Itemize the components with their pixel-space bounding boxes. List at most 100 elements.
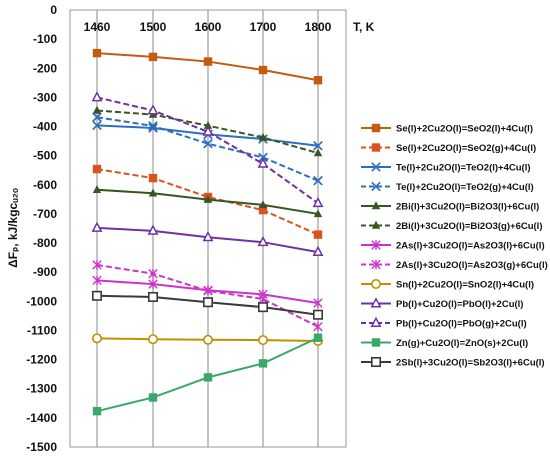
legend-label: 2Bi(l)+3Cu2O(l)=Bi2O3(g)+6Cu(l) [396,221,542,232]
y-tick-label: -1000 [26,294,57,308]
data-point [148,188,158,197]
legend-swatch-marker [371,338,381,347]
data-point [92,48,102,58]
data-point [203,334,214,345]
data-point [313,321,323,332]
data-point [92,406,102,416]
data-point [148,291,159,302]
data-point [312,245,324,257]
legend-label: Pb(l)+Cu2O(l)=PbO(l)+2Cu(l) [396,299,523,310]
x-tick-label: 1600 [195,20,222,34]
data-point [257,302,268,313]
data-point [258,205,268,215]
legend-swatch-marker [371,240,381,250]
data-point [258,200,268,209]
data-point [203,373,213,382]
data-point [313,148,323,157]
y-tick-label: -900 [33,265,57,279]
data-point [92,112,102,123]
legend-item: Zn(g)+Cu2O(l)=ZnO(s)+2Cu(l) [361,338,528,349]
legend-item: 2Sb(l)+3Cu2O(l)=Sb2O3(l)+6Cu(l) [361,356,545,369]
legend-label: Se(l)+2Cu2O(l)=SeO2(g)+4Cu(l) [396,143,536,154]
data-point [258,132,268,141]
legend-item: Se(l)+2Cu2O(l)=SeO2(l)+4Cu(l) [361,124,533,135]
legend-label: Se(l)+2Cu2O(l)=SeO2(l)+4Cu(l) [396,124,533,135]
series-group [91,48,324,416]
data-point [203,120,213,129]
legend-label: Sn(l)+2Cu2O(l)=SnO2(l)+4Cu(l) [396,280,534,291]
series-4 [92,185,323,218]
y-tick-label: -300 [33,90,57,104]
y-tick-label: -1200 [26,353,57,367]
data-point [203,138,213,149]
data-point [92,260,102,270]
x-axis-ticks: 1460 1500 1600 1700 1800 [84,20,332,34]
y-tick-label: -600 [33,178,57,192]
y-tick-label: -1400 [26,411,57,425]
data-point [257,335,268,346]
data-point [92,105,102,114]
data-point [148,268,158,279]
x-tick-label: 1460 [84,20,111,34]
data-point [202,230,214,242]
data-point [257,235,269,247]
data-point [202,125,214,136]
data-point [313,230,323,239]
data-point [313,140,323,151]
legend-item: Se(l)+2Cu2O(l)=SeO2(g)+4Cu(l) [361,143,536,154]
series-9 [91,221,324,257]
legend-item: Pb(l)+Cu2O(l)=PbO(l)+2Cu(l) [361,297,523,310]
y-tick-label: -800 [33,236,57,250]
x-tick-label: 1500 [140,20,167,34]
data-point [258,294,268,304]
data-point [313,175,323,186]
data-point [312,309,323,320]
legend-label: Te(l)+2Cu2O(l)=TeO2(l)+4Cu(l) [396,163,531,174]
data-point [148,393,158,402]
data-point [313,298,323,308]
legend-label: Pb(l)+Cu2O(l)=PbO(g)+2Cu(l) [396,319,527,330]
legend-item: Te(l)+2Cu2O(l)=TeO2(l)+4Cu(l) [361,162,531,174]
legend-label: Te(l)+2Cu2O(l)=TeO2(g)+4Cu(l) [396,182,534,193]
data-point [313,333,323,342]
data-point [148,52,158,62]
legend-swatch-marker [370,297,382,308]
legend-item: Pb(l)+Cu2O(l)=PbO(g)+2Cu(l) [361,316,527,330]
data-point [257,157,269,168]
legend-label: 2Bi(l)+3Cu2O(l)=Bi2O3(l)+6Cu(l) [396,202,539,213]
legend-swatch-marker [371,143,381,152]
data-point [92,120,102,131]
data-point [258,359,268,368]
data-point [92,164,102,174]
y-tick-label: 0 [50,3,57,17]
legend-swatch-marker [370,278,381,289]
data-point [312,196,324,208]
series-line [96,168,319,236]
legend-swatch-marker [371,162,381,172]
data-point [148,334,159,345]
y-tick-label: -1100 [27,323,57,337]
y-tick-label: -700 [33,207,57,221]
legend-item: 2Bi(l)+3Cu2O(l)=Bi2O3(l)+6Cu(l) [361,201,539,213]
legend-label: 2As(l)+3Cu2O(l)=As2O3(l)+6Cu(l) [396,241,545,252]
legend-item: 2As(l)+3Cu2O(l)=As2O3(l)+6Cu(l) [361,240,545,252]
y-tick-label: -100 [33,32,57,46]
legend-label: 2Sb(l)+3Cu2O(l)=Sb2O3(l)+6Cu(l) [396,358,545,369]
legend: Se(l)+2Cu2O(l)=SeO2(l)+4Cu(l) Se(l)+2Cu2O… [361,124,548,369]
x-tick-label: 1700 [250,20,277,34]
data-point [91,221,103,232]
legend-swatch-marker [371,201,381,210]
series-line [96,96,319,204]
data-point [203,286,213,296]
data-point [92,275,102,286]
legend-swatch-marker [371,181,381,192]
legend-swatch-marker [371,259,381,270]
data-point [92,290,103,301]
series-line [96,263,319,328]
legend-item: 2Bi(l)+3Cu2O(l)=Bi2O3(g)+6Cu(l) [361,220,542,232]
data-point [92,185,102,193]
legend-label: 2As(l)+3Cu2O(l)=As2O3(g)+6Cu(l) [396,260,548,271]
y-tick-label: -400 [33,120,57,134]
series-7 [92,260,323,332]
legend-item: 2As(l)+3Cu2O(l)=As2O3(g)+6Cu(l) [361,259,548,271]
